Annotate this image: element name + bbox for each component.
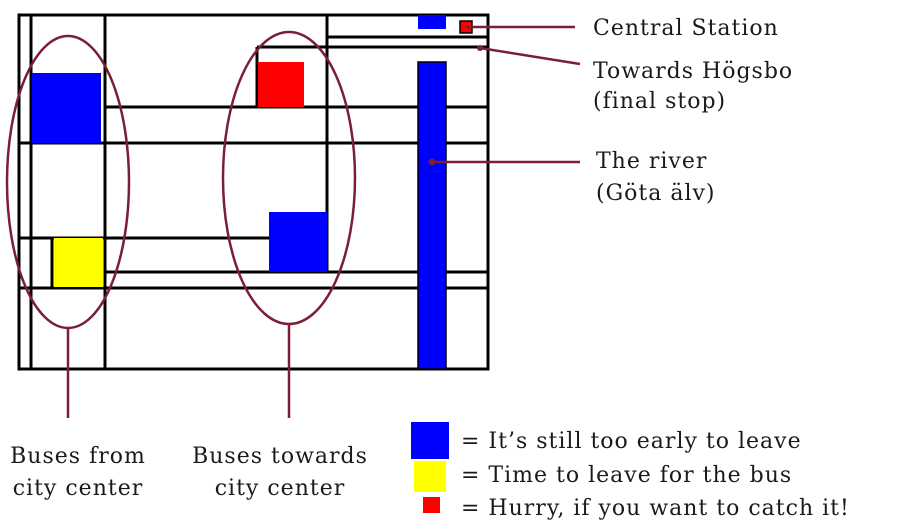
- label-towards-hogsbo: Towards Högsbo: [593, 59, 793, 84]
- river-top-block: [418, 15, 446, 29]
- towards-hogsbo-dot: [477, 45, 483, 51]
- leader-towards-hogsbo: [479, 46, 581, 66]
- label-buses-from: Buses from: [10, 444, 146, 469]
- legend-text-blue: = It’s still too early to leave: [461, 429, 802, 454]
- label-central-station: Central Station: [593, 16, 779, 41]
- map-frame: [17, 13, 490, 371]
- label-buses-towards-city: city center: [215, 476, 346, 501]
- label-buses-towards: Buses towards: [192, 444, 368, 469]
- legend: = It’s still too early to leave = Time t…: [411, 422, 850, 521]
- label-river: The river: [596, 149, 707, 174]
- bus-block-blue: [269, 212, 327, 272]
- legend-text-red: = Hurry, if you want to catch it!: [461, 496, 850, 521]
- label-buses-from-city: city center: [13, 476, 144, 501]
- bus-block-yellow: [54, 238, 103, 287]
- label-gota-alv: (Göta älv): [596, 181, 716, 206]
- legend-text-yellow: = Time to leave for the bus: [461, 463, 792, 488]
- river-dot: [428, 158, 436, 166]
- legend-swatch-blue: [411, 422, 449, 459]
- river-block: [417, 61, 447, 370]
- legend-swatch-yellow: [414, 461, 446, 492]
- label-final-stop: (final stop): [593, 89, 726, 114]
- bus-block-red: [258, 62, 304, 107]
- bus-block-blue: [32, 73, 101, 143]
- legend-swatch-red: [423, 497, 440, 513]
